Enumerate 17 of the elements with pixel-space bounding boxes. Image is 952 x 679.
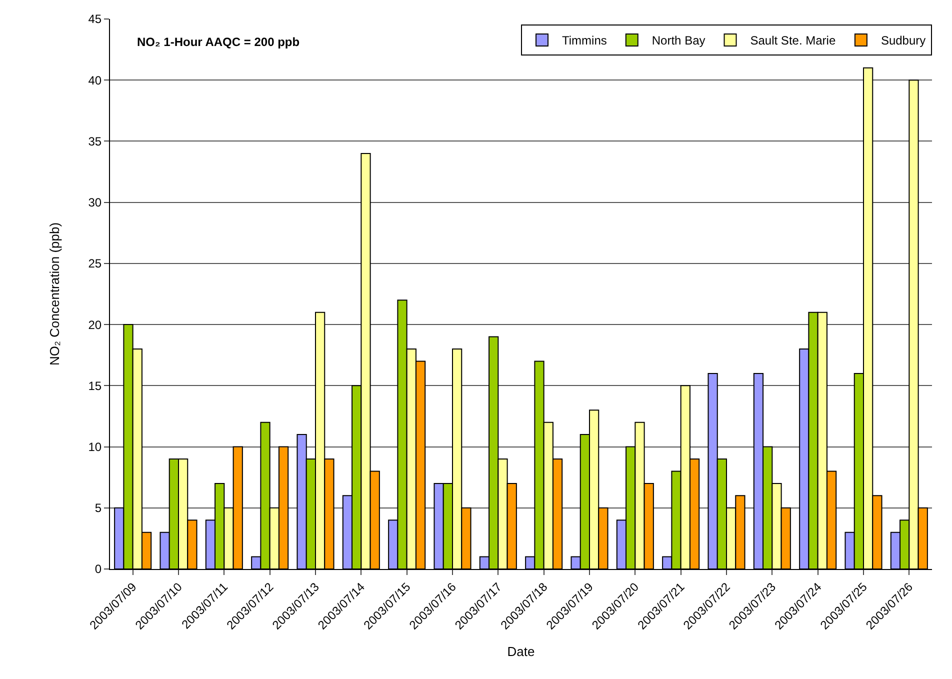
y-tick-label: 15	[88, 378, 102, 393]
y-tick-label: 45	[88, 12, 102, 26]
legend-label: North Bay	[652, 34, 706, 48]
legend-label: Timmins	[562, 34, 607, 48]
y-tick-label: 5	[94, 501, 102, 516]
x-axis-title: Date	[507, 644, 535, 659]
y-axis-title: NO₂ Concentration (ppb)	[47, 222, 62, 366]
legend-label: Sudbury	[880, 34, 926, 48]
y-tick-label: 0	[94, 562, 102, 576]
legend-label: Sault Ste. Marie	[750, 34, 836, 48]
y-tick-label: 40	[88, 73, 102, 88]
annotation: NO₂ 1-Hour AAQC = 200 ppb	[137, 35, 300, 49]
y-tick-label: 20	[88, 318, 102, 332]
y-tick-label: 10	[88, 440, 102, 454]
y-tick-label: 25	[88, 256, 102, 271]
y-tick-label: 35	[88, 134, 102, 148]
y-tick-label: 30	[88, 196, 102, 210]
